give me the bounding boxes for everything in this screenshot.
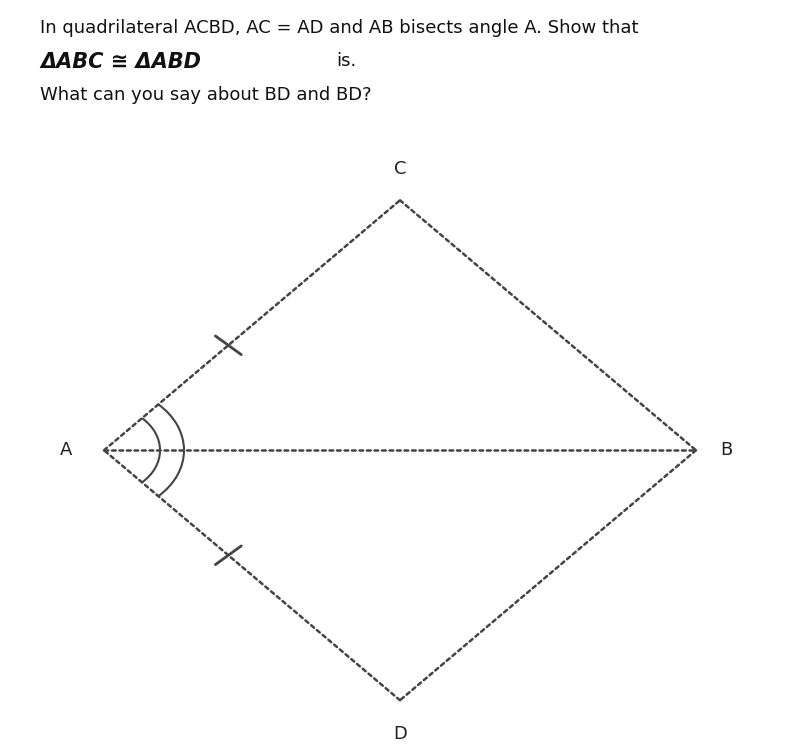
Text: D: D (393, 725, 407, 743)
Text: C: C (394, 161, 406, 179)
Text: is.: is. (336, 52, 356, 70)
Text: B: B (720, 441, 732, 459)
Text: A: A (60, 441, 72, 459)
Text: What can you say about BD and BD?: What can you say about BD and BD? (40, 86, 372, 103)
Text: ΔABC ≅ ΔABD: ΔABC ≅ ΔABD (40, 52, 201, 72)
Text: In quadrilateral ACBD, AC = AD and AB bisects angle A. Show that: In quadrilateral ACBD, AC = AD and AB bi… (40, 19, 638, 36)
